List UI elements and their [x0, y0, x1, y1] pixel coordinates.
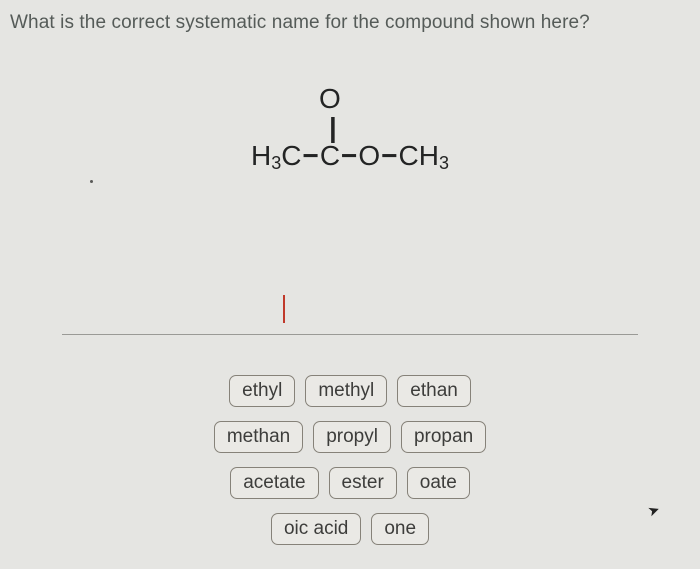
bank-row-1: ethyl methyl ethan: [0, 375, 700, 407]
bond-1: −: [301, 140, 319, 171]
bank-row-2: methan propyl propan: [0, 421, 700, 453]
frag-one[interactable]: one: [371, 513, 429, 545]
ether-o: O: [358, 140, 380, 171]
h-left: H: [251, 140, 271, 171]
carbonyl-c-letter: C: [320, 140, 340, 171]
sub3-left: 3: [271, 153, 281, 173]
bank-row-4: oic acid one: [0, 513, 700, 545]
frag-methyl[interactable]: methyl: [305, 375, 387, 407]
frag-methan[interactable]: methan: [214, 421, 303, 453]
frag-ethan[interactable]: ethan: [397, 375, 471, 407]
frag-propan[interactable]: propan: [401, 421, 486, 453]
bank-row-3: acetate ester oate: [0, 467, 700, 499]
bond-2: −: [340, 140, 358, 171]
frag-oate[interactable]: oate: [407, 467, 470, 499]
frag-acetate[interactable]: acetate: [230, 467, 318, 499]
formula-area: H3C−O||C−O−CH3: [0, 140, 700, 174]
bond-3: −: [380, 140, 398, 171]
carbonyl-stack: O||: [319, 85, 341, 140]
carbonyl-c: O||C: [320, 140, 340, 172]
frag-ethyl[interactable]: ethyl: [229, 375, 295, 407]
ch-right: CH: [399, 140, 439, 171]
answer-cursor-tick: [283, 295, 285, 323]
artifact-dot: [90, 180, 93, 183]
fragment-bank: ethyl methyl ethan methan propyl propan …: [0, 375, 700, 559]
question-text: What is the correct systematic name for …: [10, 12, 690, 34]
double-bond: ||: [319, 115, 341, 140]
c-left: C: [281, 140, 301, 171]
chemical-formula: H3C−O||C−O−CH3: [251, 140, 449, 174]
sub3-right: 3: [439, 153, 449, 173]
separator-line: [62, 334, 638, 335]
frag-oic-acid[interactable]: oic acid: [271, 513, 361, 545]
carbonyl-o: O: [319, 85, 341, 113]
frag-propyl[interactable]: propyl: [313, 421, 391, 453]
frag-ester[interactable]: ester: [329, 467, 397, 499]
